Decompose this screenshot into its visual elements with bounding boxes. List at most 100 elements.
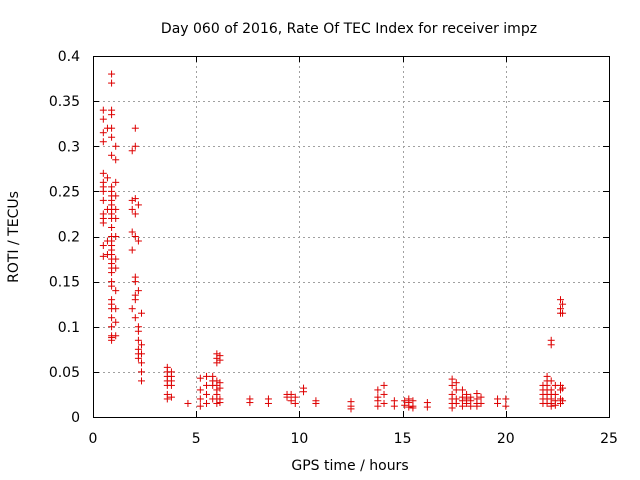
data-point xyxy=(131,195,139,203)
data-point xyxy=(502,402,510,410)
data-point xyxy=(112,205,120,213)
data-point xyxy=(138,309,146,317)
data-point xyxy=(128,246,136,254)
x-tick-label: 25 xyxy=(600,431,618,447)
data-point xyxy=(108,124,116,132)
data-point xyxy=(99,106,107,114)
y-tick-label: 0.2 xyxy=(58,230,80,246)
data-point xyxy=(108,133,116,141)
data-point xyxy=(458,402,466,410)
data-point xyxy=(134,336,142,344)
data-point xyxy=(167,393,175,401)
y-tick-label: 0 xyxy=(71,410,80,426)
data-point xyxy=(108,79,116,87)
data-point xyxy=(134,287,142,295)
data-point xyxy=(99,219,107,227)
data-point xyxy=(138,368,146,376)
data-point xyxy=(347,405,355,413)
data-point xyxy=(547,377,555,385)
data-point xyxy=(112,214,120,222)
data-point xyxy=(112,233,120,240)
data-point xyxy=(99,169,107,177)
data-point xyxy=(452,379,460,387)
y-tick-label: 0.25 xyxy=(49,184,80,200)
data-point xyxy=(196,386,204,394)
x-tick-label: 10 xyxy=(290,431,308,447)
data-point xyxy=(458,386,466,394)
data-point xyxy=(409,404,417,412)
data-point xyxy=(448,381,456,389)
data-point xyxy=(374,386,382,394)
data-point xyxy=(216,384,224,392)
data-point xyxy=(213,399,221,407)
data-point xyxy=(108,314,116,322)
data-point xyxy=(467,402,475,410)
data-point xyxy=(494,399,502,407)
data-point xyxy=(112,178,120,186)
data-point xyxy=(99,252,107,260)
data-point xyxy=(473,402,481,410)
data-point xyxy=(287,390,295,398)
data-point xyxy=(138,341,146,349)
y-tick-label: 0.05 xyxy=(49,365,80,381)
data-point xyxy=(134,237,142,245)
data-point xyxy=(390,402,398,410)
data-point xyxy=(448,375,456,383)
data-point xyxy=(99,138,107,146)
data-point xyxy=(423,403,431,411)
data-point xyxy=(99,196,107,204)
data-point xyxy=(112,192,120,200)
data-point xyxy=(380,390,388,398)
y-tick-label: 0.1 xyxy=(58,320,80,336)
data-point xyxy=(401,401,409,409)
data-point xyxy=(300,388,308,396)
data-point xyxy=(112,287,120,295)
data-point xyxy=(108,70,116,78)
data-point xyxy=(128,196,136,204)
data-point xyxy=(203,372,211,380)
data-point xyxy=(203,381,211,389)
data-point xyxy=(108,269,116,277)
data-point xyxy=(264,399,272,407)
data-point xyxy=(138,377,146,385)
x-tick-label: 20 xyxy=(497,431,515,447)
data-point xyxy=(108,111,116,119)
data-point xyxy=(463,399,471,407)
data-point xyxy=(203,399,211,407)
grid xyxy=(93,56,609,417)
data-point xyxy=(547,341,555,349)
data-point xyxy=(99,187,107,195)
data-point xyxy=(551,401,559,409)
data-point xyxy=(559,309,567,317)
data-point xyxy=(112,318,120,326)
data-point xyxy=(556,296,564,304)
data-point xyxy=(99,129,107,137)
data-point xyxy=(196,402,204,410)
y-tick-labels: 0 0.05 0.1 0.15 0.2 0.25 0.3 0.35 0.4 xyxy=(49,49,80,426)
data-point xyxy=(131,210,139,218)
data-point xyxy=(312,399,320,407)
data-point xyxy=(283,393,291,401)
data-point xyxy=(405,403,413,411)
data-point xyxy=(452,399,460,407)
data-point xyxy=(112,305,120,313)
data-points xyxy=(99,70,567,413)
data-point xyxy=(131,233,139,240)
data-point xyxy=(108,151,116,159)
data-point xyxy=(291,399,299,407)
data-point xyxy=(131,142,139,150)
data-point xyxy=(134,354,142,362)
chart-title: Day 060 of 2016, Rate Of TEC Index for r… xyxy=(161,21,537,37)
data-point xyxy=(108,223,116,231)
x-axis-label: GPS time / hours xyxy=(291,458,408,474)
data-point xyxy=(131,124,139,132)
data-point xyxy=(134,201,142,209)
data-point xyxy=(374,402,382,410)
data-point xyxy=(452,386,460,394)
data-point xyxy=(216,356,224,364)
data-point xyxy=(112,156,120,164)
data-point xyxy=(112,142,120,150)
data-point xyxy=(196,395,204,403)
data-point xyxy=(559,397,567,405)
data-point xyxy=(134,327,142,335)
